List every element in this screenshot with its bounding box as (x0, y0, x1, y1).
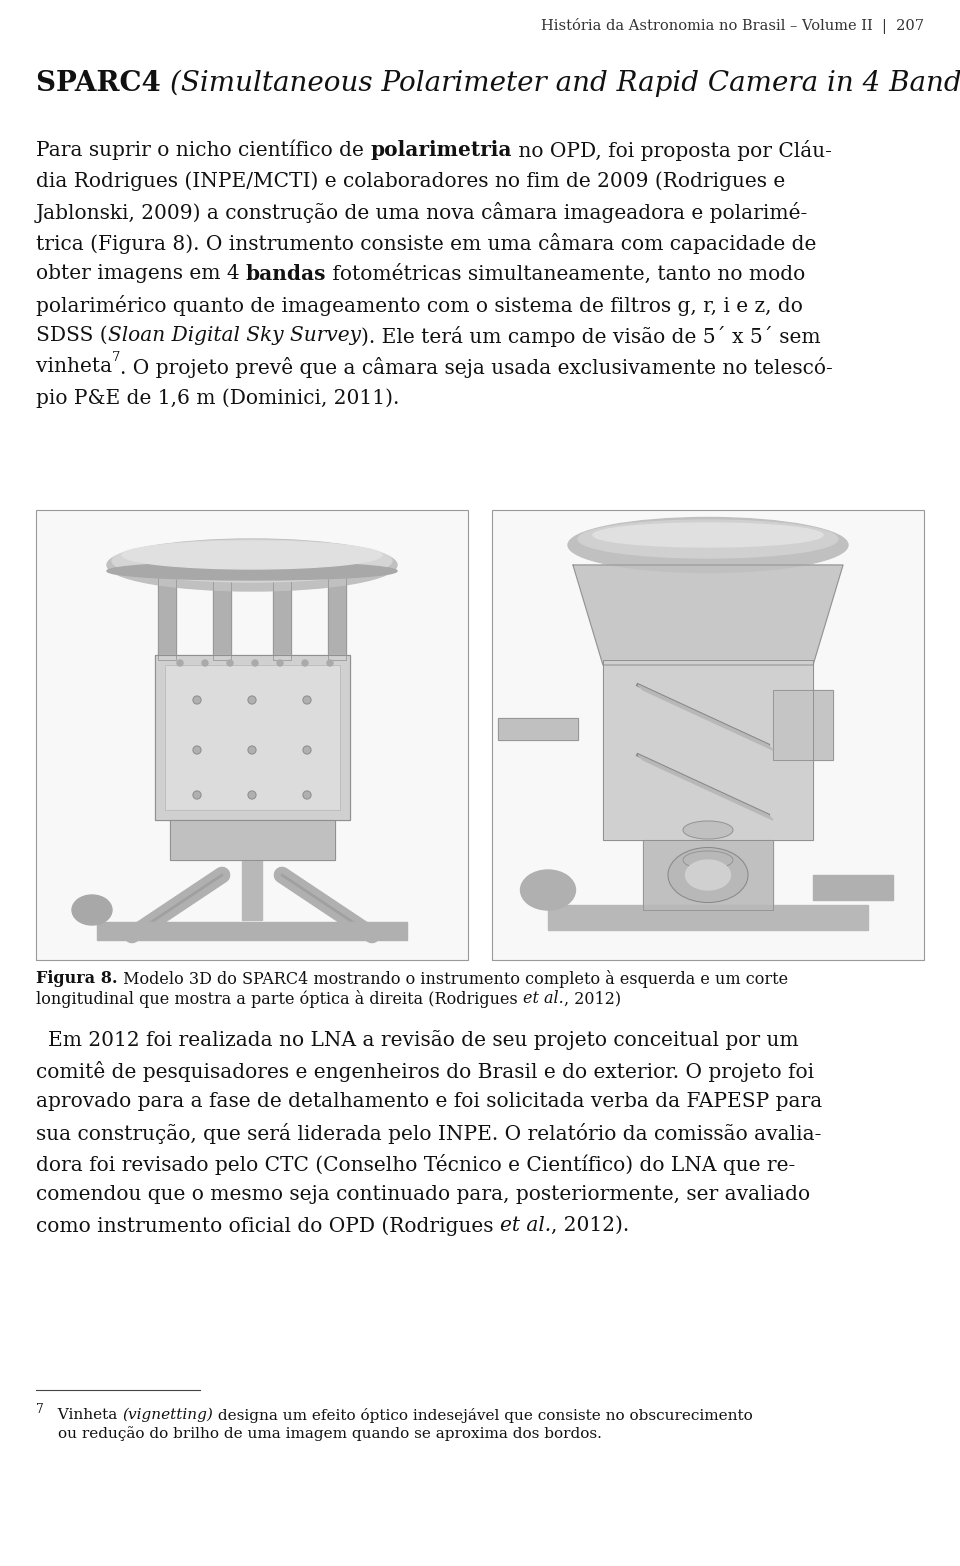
Ellipse shape (685, 860, 731, 889)
Text: Para suprir o nicho científico de: Para suprir o nicho científico de (36, 139, 371, 160)
Text: como instrumento oficial do OPD (Rodrigues: como instrumento oficial do OPD (Rodrigu… (36, 1217, 500, 1236)
Bar (170, 821, 335, 860)
Text: Figura 8.: Figura 8. (36, 969, 117, 987)
Circle shape (193, 791, 201, 799)
Text: designa um efeito óptico indesejável que consiste no obscurecimento: designa um efeito óptico indesejável que… (213, 1408, 753, 1423)
Ellipse shape (122, 540, 382, 568)
Circle shape (303, 791, 311, 799)
Text: , 2012).: , 2012). (551, 1217, 629, 1236)
Bar (36, 511, 468, 960)
Circle shape (177, 659, 183, 666)
Ellipse shape (107, 539, 397, 590)
Bar (643, 839, 773, 910)
Text: Vinheta: Vinheta (48, 1408, 122, 1422)
Text: polarimetria: polarimetria (371, 139, 512, 160)
Bar (165, 666, 340, 810)
Text: aprovado para a fase de detalhamento e foi solicitada verba da FAPESP para: aprovado para a fase de detalhamento e f… (36, 1092, 823, 1110)
Circle shape (252, 659, 258, 666)
Text: SDSS (: SDSS ( (36, 326, 108, 345)
Circle shape (227, 659, 233, 666)
Bar (643, 839, 773, 910)
Bar (165, 666, 340, 810)
Bar (273, 576, 291, 659)
Bar (773, 691, 833, 760)
Bar (328, 576, 346, 659)
Polygon shape (638, 755, 773, 821)
Bar (498, 717, 578, 741)
Ellipse shape (520, 871, 575, 910)
Circle shape (303, 745, 311, 753)
Text: et al.: et al. (523, 990, 564, 1007)
Text: dora foi revisado pelo CTC (Conselho Técnico e Científico) do LNA que re-: dora foi revisado pelo CTC (Conselho Téc… (36, 1154, 795, 1174)
Circle shape (303, 695, 311, 705)
Text: vinheta: vinheta (36, 357, 112, 376)
Ellipse shape (668, 847, 748, 902)
Bar (603, 659, 813, 839)
Text: Modelo 3D do SPARC4 mostrando o instrumento completo à esquerda e um corte: Modelo 3D do SPARC4 mostrando o instrume… (117, 969, 787, 988)
Text: longitudinal que mostra a parte óptica à direita (Rodrigues: longitudinal que mostra a parte óptica à… (36, 990, 523, 1009)
Text: . O projeto prevê que a câmara seja usada exclusivamente no telescó-: . O projeto prevê que a câmara seja usad… (121, 357, 833, 377)
Circle shape (202, 659, 208, 666)
Bar (773, 691, 833, 760)
Text: (Simultaneous Polarimeter and Rapid Camera in 4 Bands): (Simultaneous Polarimeter and Rapid Came… (170, 70, 960, 97)
Bar (158, 576, 176, 659)
Text: Sloan Digital Sky Survey: Sloan Digital Sky Survey (108, 326, 361, 345)
Ellipse shape (107, 562, 397, 579)
Text: sua construção, que será liderada pelo INPE. O relatório da comissão avalia-: sua construção, que será liderada pelo I… (36, 1123, 822, 1145)
Text: pio P&E de 1,6 m (Dominici, 2011).: pio P&E de 1,6 m (Dominici, 2011). (36, 388, 399, 407)
Bar (158, 576, 176, 659)
Bar (155, 655, 350, 821)
Circle shape (277, 659, 283, 666)
Bar (170, 821, 335, 860)
Bar (548, 905, 868, 930)
Ellipse shape (72, 896, 112, 926)
Bar (213, 576, 231, 659)
Text: trica (Figura 8). O instrumento consiste em uma câmara com capacidade de: trica (Figura 8). O instrumento consiste… (36, 233, 816, 254)
Text: fotométricas simultaneamente, tanto no modo: fotométricas simultaneamente, tanto no m… (326, 265, 805, 283)
Ellipse shape (112, 540, 392, 583)
Bar (498, 717, 578, 741)
Text: 7: 7 (36, 1403, 44, 1416)
Ellipse shape (593, 523, 823, 547)
Text: Jablonski, 2009) a construção de uma nova câmara imageadora e polarimé-: Jablonski, 2009) a construção de uma nov… (36, 202, 808, 222)
Ellipse shape (683, 850, 733, 869)
Text: bandas: bandas (246, 265, 326, 283)
Ellipse shape (683, 821, 733, 839)
Polygon shape (638, 684, 773, 750)
Bar (273, 576, 291, 659)
Text: comendou que o mesmo seja continuado para, posteriormente, ser avaliado: comendou que o mesmo seja continuado par… (36, 1185, 810, 1204)
Circle shape (193, 745, 201, 753)
Circle shape (248, 695, 256, 705)
Text: polarimérico quanto de imageamento com o sistema de filtros g, r, i e z, do: polarimérico quanto de imageamento com o… (36, 294, 803, 316)
Text: et al.: et al. (500, 1217, 551, 1236)
Ellipse shape (578, 520, 838, 557)
Circle shape (302, 659, 308, 666)
Bar (213, 576, 231, 659)
Polygon shape (573, 565, 843, 666)
Text: dia Rodrigues (INPE/MCTI) e colaboradores no fim de 2009 (Rodrigues e: dia Rodrigues (INPE/MCTI) e colaboradore… (36, 171, 785, 191)
Bar (97, 922, 407, 940)
Text: 7: 7 (112, 351, 121, 363)
Circle shape (248, 745, 256, 753)
Text: , 2012): , 2012) (564, 990, 621, 1007)
Text: no OPD, foi proposta por Cláu-: no OPD, foi proposta por Cláu- (512, 139, 831, 161)
Bar (242, 860, 262, 919)
Circle shape (193, 695, 201, 705)
Bar (155, 655, 350, 821)
Circle shape (327, 659, 333, 666)
Text: Em 2012 foi realizada no LNA a revisão de seu projeto conceitual por um: Em 2012 foi realizada no LNA a revisão d… (48, 1030, 799, 1049)
Bar (328, 576, 346, 659)
Text: (vignetting): (vignetting) (122, 1408, 213, 1422)
Text: ou redução do brilho de uma imagem quando se aproxima dos bordos.: ou redução do brilho de uma imagem quand… (58, 1427, 602, 1441)
Text: ). Ele terá um campo de visão de 5´ x 5´ sem: ). Ele terá um campo de visão de 5´ x 5´… (361, 326, 820, 348)
Text: obter imagens em 4: obter imagens em 4 (36, 265, 246, 283)
Bar (813, 875, 893, 900)
Bar (492, 511, 924, 960)
Circle shape (248, 791, 256, 799)
Text: História da Astronomia no Brasil – Volume II  |  207: História da Astronomia no Brasil – Volum… (541, 17, 924, 34)
Bar (603, 659, 813, 839)
Text: comitê de pesquisadores e engenheiros do Brasil e do exterior. O projeto foi: comitê de pesquisadores e engenheiros do… (36, 1062, 814, 1082)
Text: SPARC4: SPARC4 (36, 70, 170, 97)
Ellipse shape (568, 517, 848, 573)
